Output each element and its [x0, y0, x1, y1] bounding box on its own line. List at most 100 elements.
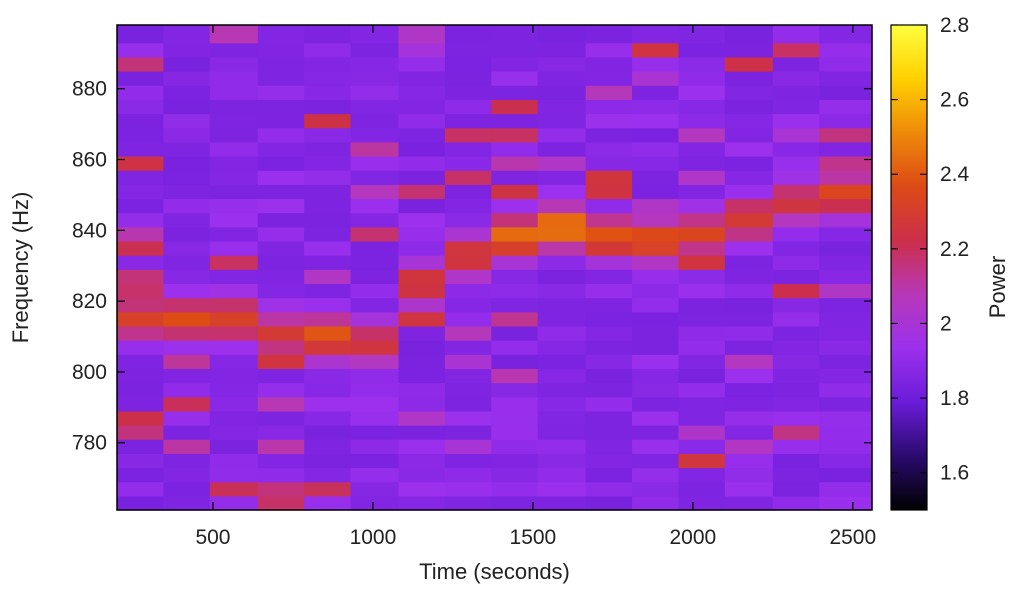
heatmap-cell	[632, 467, 680, 483]
heatmap-cell	[585, 25, 633, 44]
heatmap-cell	[819, 410, 873, 426]
heatmap-cell	[585, 425, 633, 440]
heatmap-cell	[209, 439, 259, 454]
heatmap-cell	[257, 141, 305, 157]
heatmap-cell	[632, 141, 680, 157]
heatmap-cell	[209, 127, 259, 143]
heatmap-cell	[257, 71, 305, 86]
heatmap-cell	[585, 325, 633, 341]
heatmap-cell	[444, 212, 492, 228]
heatmap-cell	[819, 255, 873, 270]
heatmap-cell	[257, 439, 305, 454]
heatmap-cell	[209, 25, 259, 44]
y-tick-label: 780	[72, 432, 107, 455]
heatmap-cell	[491, 354, 539, 369]
heatmap-cell	[724, 481, 774, 497]
heatmap-cell	[209, 325, 259, 341]
heatmap-cell	[632, 212, 680, 228]
heatmap-cell	[398, 269, 446, 285]
heatmap-cell	[304, 255, 352, 270]
heatmap-cell	[398, 141, 446, 157]
heatmap-cell	[398, 325, 446, 341]
y-axis: 780 800 820 840 860 880	[72, 78, 872, 455]
heatmap-cell	[491, 184, 539, 200]
heatmap-cell	[819, 113, 873, 129]
heatmap-cell	[257, 212, 305, 228]
heatmap-cell	[257, 425, 305, 440]
heatmap-cell	[537, 25, 587, 44]
heatmap-cell	[819, 56, 873, 72]
heatmap-cell	[678, 85, 726, 100]
heatmap-cell	[257, 99, 305, 115]
heatmap-cell	[398, 382, 446, 398]
heatmap-cell	[350, 141, 400, 157]
heatmap-cells	[117, 25, 873, 511]
heatmap-cell	[491, 495, 539, 511]
heatmap-cell	[491, 425, 539, 440]
heatmap-cell	[491, 226, 539, 242]
heatmap-cell	[257, 354, 305, 369]
heatmap-cell	[209, 170, 259, 185]
heatmap-cell	[350, 467, 400, 483]
heatmap-cell	[163, 368, 211, 384]
heatmap-cell	[304, 495, 352, 511]
heatmap-cell	[350, 184, 400, 200]
heatmap-cell	[117, 453, 164, 469]
heatmap-cell	[537, 481, 587, 497]
heatmap-cell	[398, 85, 446, 100]
heatmap-cell	[537, 410, 587, 426]
heatmap-cell	[819, 198, 873, 214]
heatmap-cell	[772, 71, 820, 86]
colorbar-ticks: 1.6 1.8 2 2.2 2.4 2.6 2.8	[891, 14, 970, 485]
heatmap-cell	[209, 410, 259, 426]
heatmap-cell	[257, 240, 305, 256]
heatmap-cell	[632, 226, 680, 242]
heatmap-cell	[350, 425, 400, 440]
heatmap-cell	[163, 467, 211, 483]
heatmap-cell	[257, 198, 305, 214]
heatmap-cell	[257, 127, 305, 143]
heatmap-cell	[724, 56, 774, 72]
heatmap-cell	[491, 481, 539, 497]
heatmap-cell	[163, 354, 211, 369]
heatmap-cell	[772, 311, 820, 327]
heatmap-cell	[304, 155, 352, 171]
heatmap-cell	[209, 368, 259, 384]
heatmap-cell	[398, 184, 446, 200]
heatmap-cell	[819, 297, 873, 313]
heatmap-cell	[163, 42, 211, 58]
heatmap-cell	[491, 255, 539, 270]
heatmap-cell	[632, 42, 680, 58]
heatmap-cell	[117, 184, 164, 200]
heatmap-cell	[537, 85, 587, 100]
heatmap-cell	[491, 382, 539, 398]
heatmap-cell	[772, 212, 820, 228]
heatmap-cell	[304, 325, 352, 341]
heatmap-cell	[772, 354, 820, 369]
heatmap-cell	[398, 240, 446, 256]
heatmap-cell	[398, 198, 446, 214]
heatmap-cell	[117, 212, 164, 228]
heatmap-cell	[537, 311, 587, 327]
heatmap-cell	[444, 269, 492, 285]
heatmap-cell	[772, 283, 820, 299]
heatmap-cell	[398, 410, 446, 426]
heatmap-cell	[724, 71, 774, 86]
heatmap-cell	[632, 127, 680, 143]
heatmap-cell	[537, 141, 587, 157]
heatmap-cell	[678, 25, 726, 44]
heatmap-cell	[819, 481, 873, 497]
heatmap-cell	[678, 240, 726, 256]
heatmap-cell	[117, 170, 164, 185]
heatmap-cell	[257, 170, 305, 185]
heatmap-cell	[632, 71, 680, 86]
heatmap-cell	[585, 354, 633, 369]
heatmap-cell	[117, 85, 164, 100]
heatmap-cell	[491, 141, 539, 157]
heatmap-cell	[772, 85, 820, 100]
heatmap-cell	[632, 283, 680, 299]
heatmap-cell	[632, 410, 680, 426]
heatmap-cell	[117, 127, 164, 143]
heatmap-cell	[585, 439, 633, 454]
heatmap-cell	[444, 127, 492, 143]
